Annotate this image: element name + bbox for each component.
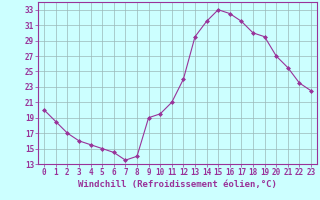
- X-axis label: Windchill (Refroidissement éolien,°C): Windchill (Refroidissement éolien,°C): [78, 180, 277, 189]
